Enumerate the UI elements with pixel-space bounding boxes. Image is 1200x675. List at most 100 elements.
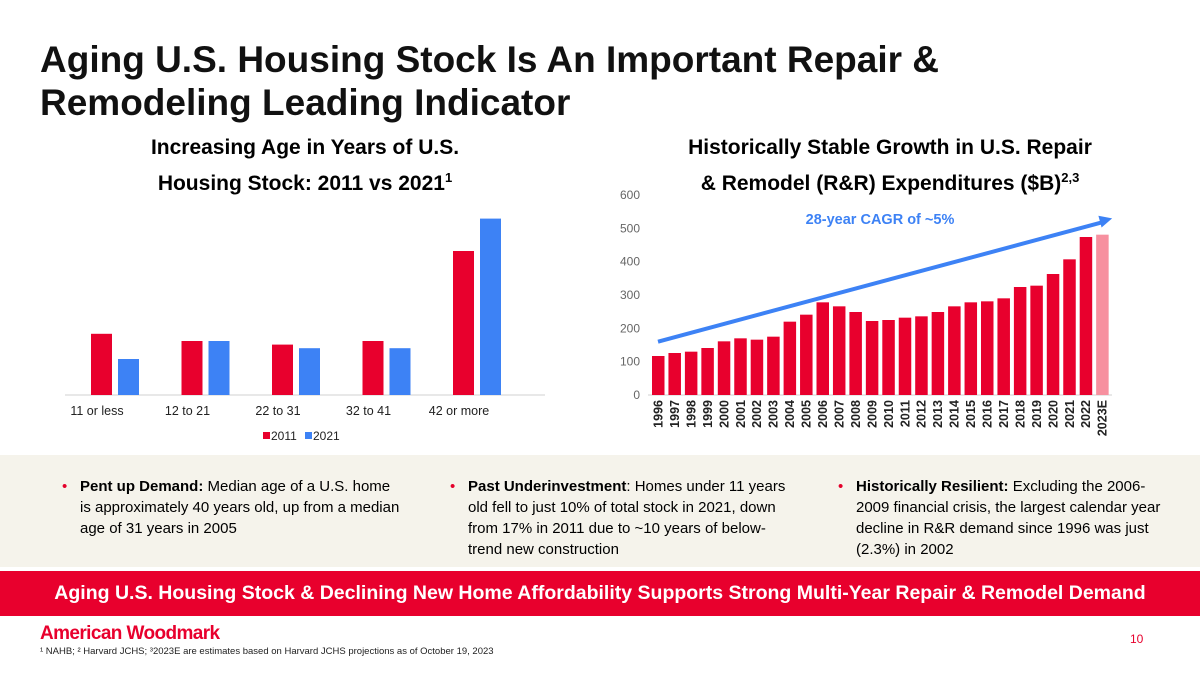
x-tick-label: 1999 [701, 400, 715, 428]
bar-2010 [882, 320, 895, 395]
bar-2011-2 [272, 344, 293, 395]
x-tick-label: 2020 [1046, 400, 1060, 428]
x-tick-label: 2018 [1013, 400, 1027, 428]
bar-2011-4 [453, 251, 474, 395]
bar-2022 [1079, 237, 1093, 395]
x-tick-label: 2003 [767, 400, 781, 428]
x-tick-label: 12 to 21 [165, 404, 210, 418]
bullet-bold: Past Underinvestment [468, 478, 627, 495]
x-tick-label: 42 or more [429, 404, 489, 418]
x-tick-label: 22 to 31 [255, 404, 300, 418]
bullet-text: : Homes under 11 years old fell to just … [468, 478, 786, 558]
bar-2017 [997, 298, 1010, 395]
bar-2015 [964, 302, 978, 395]
bar-2021-4 [480, 218, 501, 395]
bar-2018 [1013, 287, 1027, 395]
bullet-text: Excluding the 2006-2009 financial crisis… [856, 478, 1161, 558]
logo: American Woodmark [40, 623, 220, 644]
x-tick-label: 2023E [1096, 400, 1110, 436]
bar-2023E [1096, 234, 1109, 395]
y-tick-label: 100 [620, 355, 640, 369]
bar-2011-3 [362, 341, 384, 395]
left-title-line2: Housing Stock: 2011 vs 2021 [157, 172, 445, 195]
bullet-bold: Historically Resilient: [856, 478, 1009, 495]
bar-2014 [948, 306, 961, 395]
x-tick-label: 2006 [816, 400, 830, 428]
y-tick-label: 0 [633, 388, 640, 402]
bar-2009 [865, 321, 879, 395]
footnote: ¹ NAHB; ² Harvard JCHS; ³2023E are estim… [40, 646, 494, 657]
bar-2006 [816, 302, 829, 395]
bar-2011 [898, 317, 912, 395]
bar-2003 [767, 336, 780, 395]
x-tick-label: 2008 [849, 400, 863, 428]
bullet-2: • Past Underinvestment: Homes under 11 ye… [450, 478, 786, 558]
bar-1997 [668, 353, 681, 395]
footnote-ref: 1 [444, 170, 453, 185]
x-tick-label: 2021 [1063, 400, 1077, 428]
legend-label: 2011 [271, 429, 297, 443]
bar-2021-0 [118, 359, 139, 395]
bullet-text: Median age of a U.S. home is approximate… [80, 478, 400, 537]
bullet-band [0, 455, 1200, 567]
bar-2002 [750, 339, 764, 395]
bar-1999 [701, 348, 714, 395]
right-title-line1: Historically Stable Growth in U.S. Repai… [688, 136, 1092, 159]
x-tick-label: 2004 [783, 400, 797, 428]
y-tick-label: 500 [620, 221, 640, 235]
x-tick-label: 2012 [915, 400, 929, 428]
bar-2004 [783, 321, 797, 395]
x-tick-label: 2022 [1079, 400, 1093, 428]
x-tick-label: 1997 [668, 400, 682, 428]
x-tick-label: 2016 [981, 400, 995, 428]
bar-2016 [981, 301, 994, 395]
charts-svg: 11 or less 12 to 21 22 to 31 32 to 41 42 or … [65, 188, 1113, 443]
x-tick-label: 2002 [750, 400, 764, 428]
bar-2012 [915, 316, 928, 395]
x-tick-label: 2014 [948, 400, 962, 428]
x-tick-label: 2001 [734, 400, 748, 428]
right-chart-title: Historically Stable Growth in U.S. Repai… [630, 133, 1150, 199]
bar-2021-3 [389, 348, 411, 395]
x-tick-label: 1996 [652, 400, 666, 428]
left-title-line1: Increasing Age in Years of U.S. [150, 136, 460, 159]
bar-1998 [684, 351, 698, 395]
bar-2000 [717, 341, 731, 395]
bar-2007 [832, 306, 846, 395]
bar-2021-2 [299, 348, 320, 395]
trend-arrow-head [1098, 215, 1113, 228]
x-tick-label: 1998 [684, 400, 698, 428]
y-tick-label: 600 [620, 188, 640, 202]
cagr-annotation: 28-year CAGR of ~5% [806, 212, 955, 228]
page-number: 10 [1130, 632, 1144, 646]
y-tick-label: 300 [620, 288, 640, 302]
x-tick-label: 2010 [882, 400, 896, 428]
bar-1996 [652, 356, 665, 395]
x-tick-label: 2000 [717, 400, 731, 428]
legend-swatch-2021 [305, 432, 312, 439]
y-tick-label: 400 [620, 255, 640, 269]
banner: Aging U.S. Housing Stock & Declining New… [0, 571, 1200, 616]
x-tick-label: 11 or less [70, 404, 123, 418]
bar-2013 [931, 312, 945, 395]
page-title: Aging U.S. Housing Stock Is An Important… [40, 39, 940, 123]
bar-2011-1 [181, 341, 203, 395]
bar-2019 [1030, 285, 1043, 395]
x-tick-label: 2007 [832, 400, 846, 428]
left-chart-title: Increasing Age in Years of U.S. Housing … [95, 133, 515, 199]
right-title-line2: & Remodel (R&R) Expenditures ($B) [700, 172, 1062, 195]
bar-2001 [734, 338, 747, 395]
bullet-1: • Pent up Demand: Median age of a U.S. ho… [62, 478, 400, 537]
x-tick-label: 2017 [997, 400, 1011, 428]
x-tick-label: 2019 [1030, 400, 1044, 428]
bar-2008 [849, 312, 862, 395]
bullet-3: • Historically Resilient: Excluding the 2… [838, 478, 1161, 558]
x-tick-label: 2005 [800, 400, 814, 428]
y-tick-label: 200 [620, 321, 640, 335]
x-tick-label: 2015 [964, 400, 978, 428]
legend-label: 2021 [313, 429, 340, 443]
trend-arrow-line [657, 220, 1103, 344]
bar-2005 [800, 314, 813, 395]
x-tick-label: 32 to 41 [346, 404, 391, 418]
bar-2011-0 [91, 333, 112, 395]
